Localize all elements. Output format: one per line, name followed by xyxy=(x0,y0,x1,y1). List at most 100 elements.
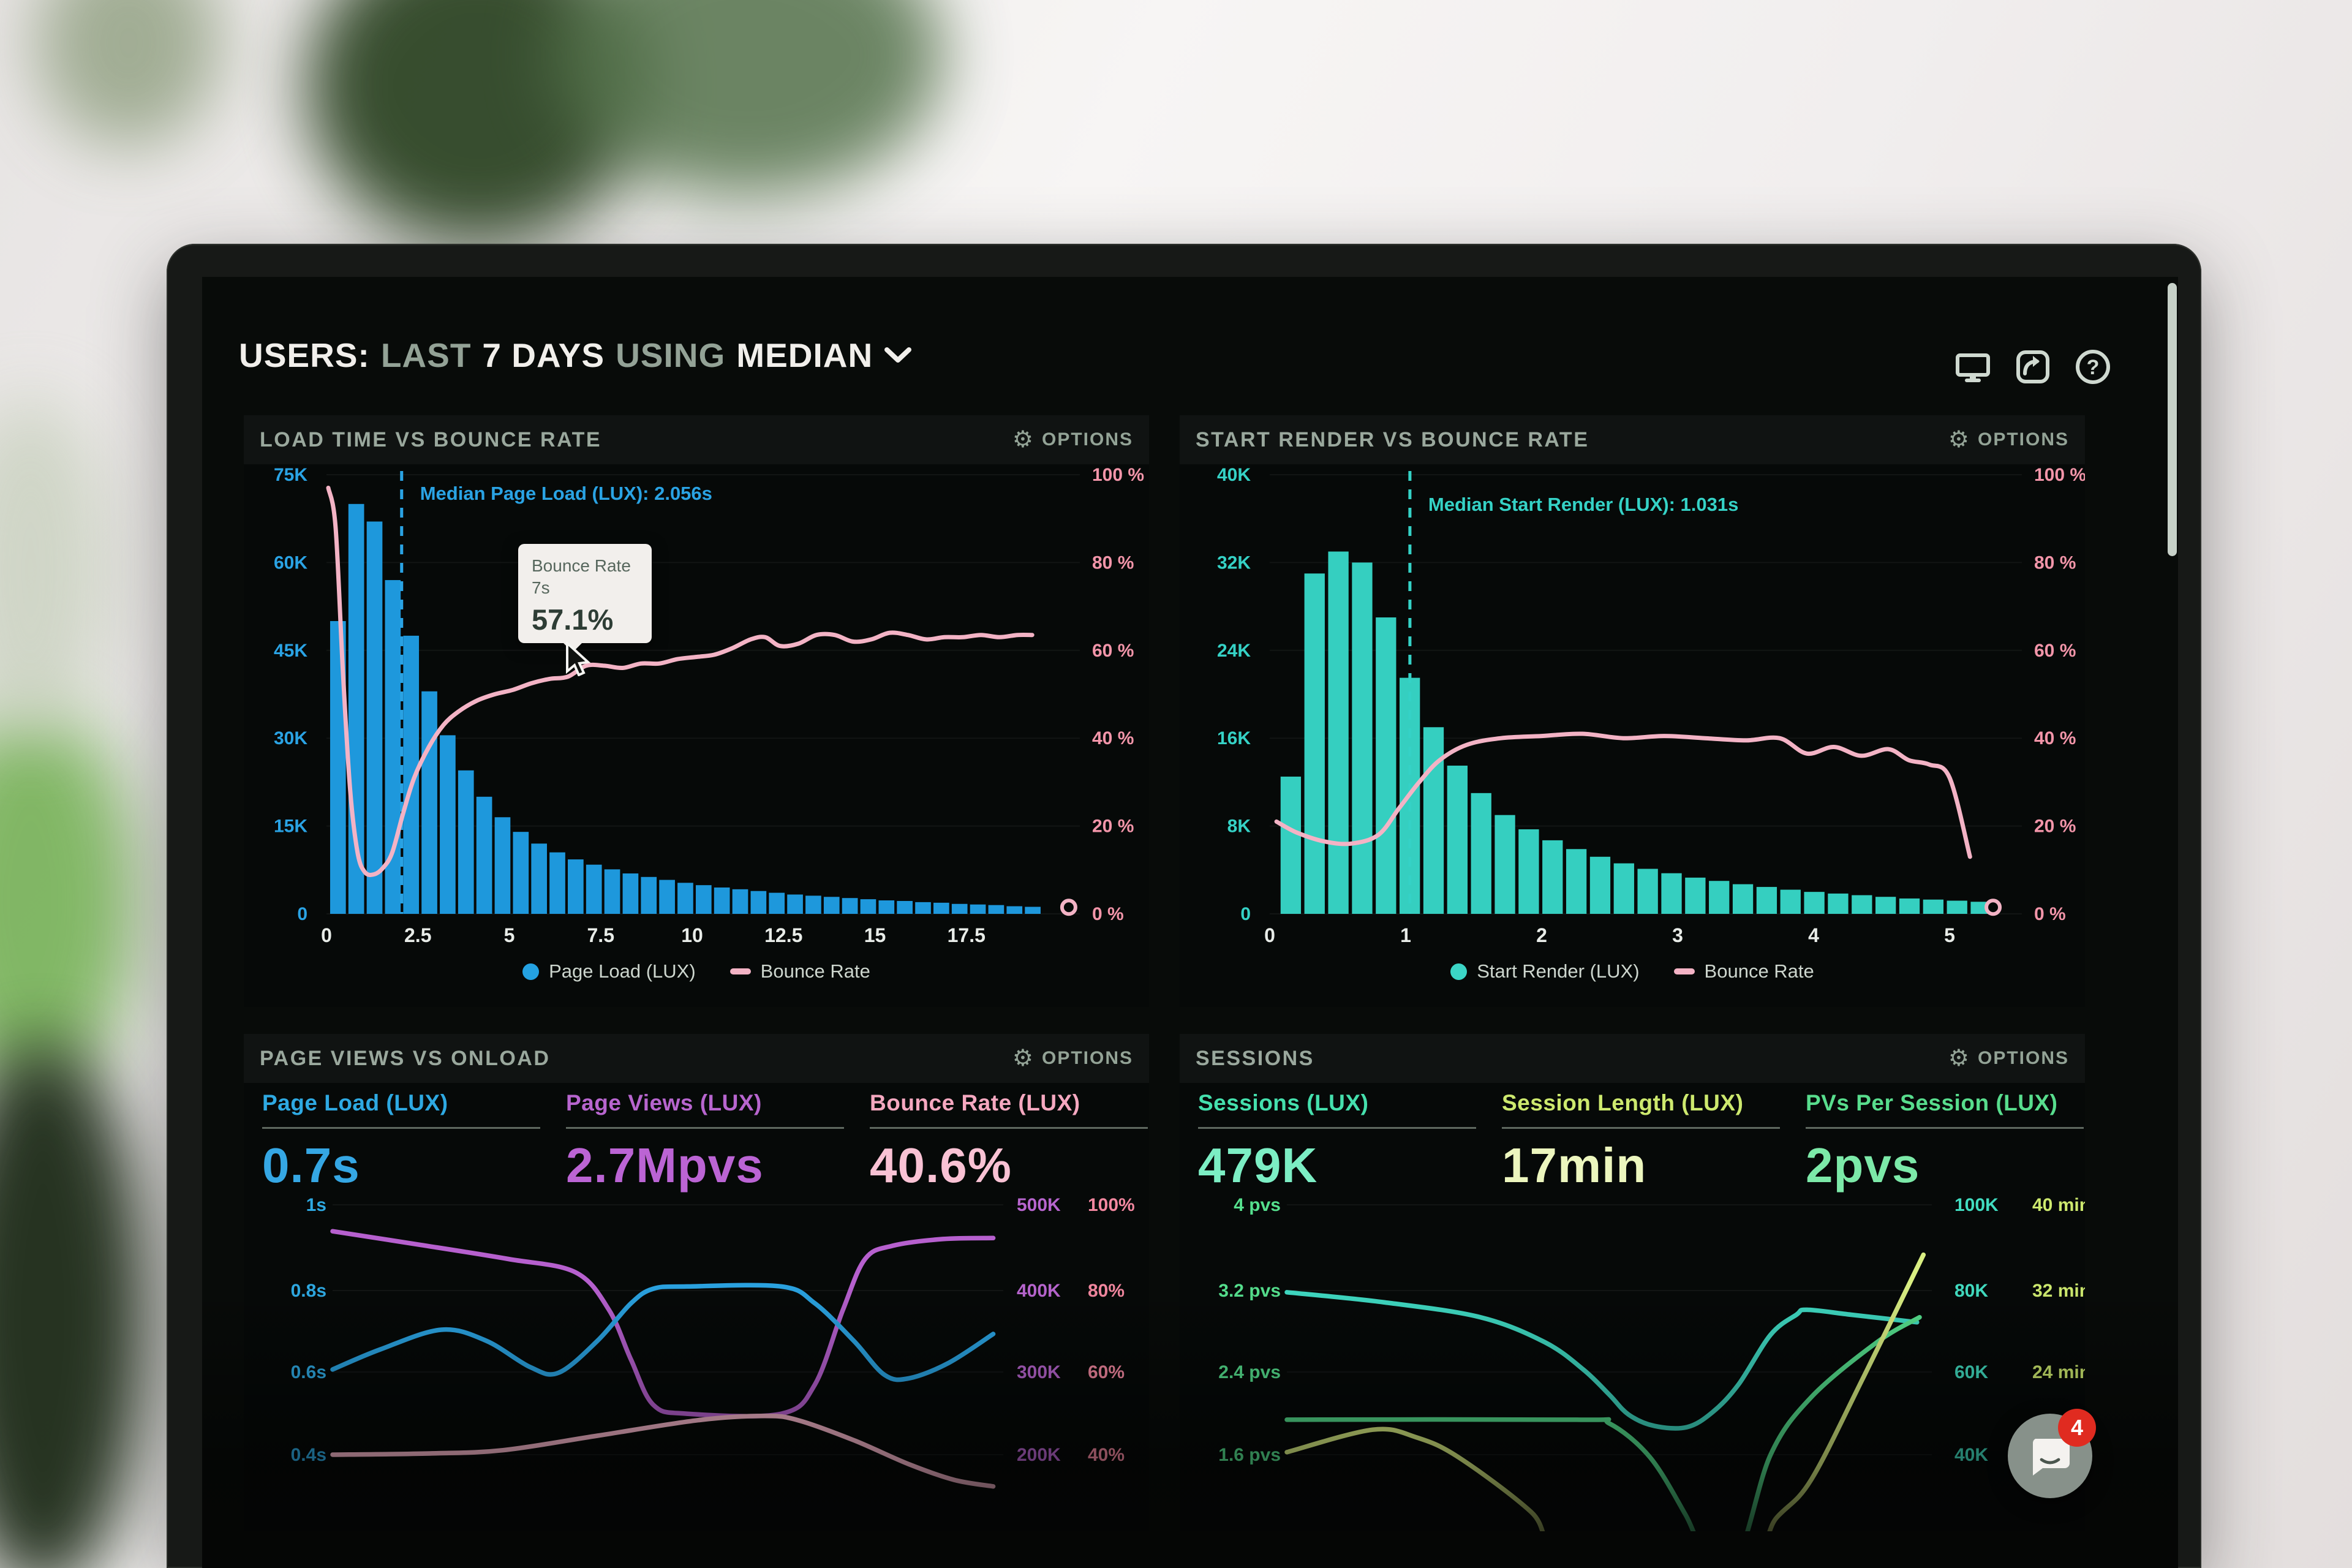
svg-text:60K: 60K xyxy=(1954,1362,1988,1382)
chart-tooltip: Bounce Rate 7s 57.1% xyxy=(518,544,652,652)
svg-text:40 min: 40 min xyxy=(2032,1195,2085,1215)
series-line xyxy=(330,1229,996,1419)
panel-header: PAGE VIEWS VS ONLOAD ⚙ OPTIONS xyxy=(244,1034,1149,1083)
svg-text:500K: 500K xyxy=(1017,1195,1061,1215)
panel-title: PAGE VIEWS VS ONLOAD xyxy=(260,1046,551,1070)
options-button[interactable]: ⚙ OPTIONS xyxy=(1948,428,2069,451)
legend-label: Bounce Rate xyxy=(760,960,870,982)
svg-text:7.5: 7.5 xyxy=(587,924,614,946)
dashboard-screen: USERS: LAST 7 DAYS USING MEDIAN ? LOAD TIME … xyxy=(202,277,2178,1568)
users-period-dropdown[interactable]: USERS: LAST 7 DAYS USING MEDIAN xyxy=(239,336,912,375)
chart-load-time[interactable]: 75K 100 % 60K 80 % 45K 60 % 30K 40 % 15K 20 % 0 0 %… xyxy=(244,464,1149,960)
metric-sessions-2: PVs Per Session (LUX) 2pvs xyxy=(1806,1090,2084,1194)
share-icon[interactable] xyxy=(2015,349,2051,385)
metric-value: 2pvs xyxy=(1806,1138,1920,1193)
metric-sessions-1: Session Length (LUX) 17min xyxy=(1502,1090,1780,1194)
metric-label: Session Length (LUX) xyxy=(1502,1090,1744,1115)
metric-value: 2.7Mpvs xyxy=(566,1138,764,1193)
svg-text:0: 0 xyxy=(297,904,307,924)
svg-text:40%: 40% xyxy=(1088,1445,1125,1465)
svg-text:?: ? xyxy=(2087,356,2100,379)
chart-sessions[interactable]: 4 pvs 100K 40 min 3.2 pvs 80K 32 min 2.4 pvs 60… xyxy=(1180,1193,2085,1531)
legend-label: Page Load (LUX) xyxy=(549,960,696,982)
legend-dot-marker xyxy=(522,963,540,980)
svg-text:40 %: 40 % xyxy=(2034,728,2076,748)
chart-legend: Start Render (LUX) Bounce Rate xyxy=(1180,960,2085,982)
legend-label: Bounce Rate xyxy=(1704,960,1814,982)
svg-text:15: 15 xyxy=(864,924,886,946)
metric-value: 17min xyxy=(1502,1138,1647,1193)
title-part: LAST xyxy=(380,336,472,374)
metric-label: Bounce Rate (LUX) xyxy=(870,1090,1080,1115)
svg-text:16K: 16K xyxy=(1217,728,1251,748)
svg-text:0.8s: 0.8s xyxy=(291,1281,326,1301)
svg-text:2: 2 xyxy=(1536,924,1547,946)
svg-text:100%: 100% xyxy=(1088,1195,1135,1215)
metric-sessions-0: Sessions (LUX) 479K xyxy=(1198,1090,1476,1194)
series-line xyxy=(330,1283,996,1382)
title-part: USING xyxy=(616,336,726,374)
chat-launcher-button[interactable]: 4 xyxy=(2008,1409,2096,1498)
median-label: Median Start Render (LUX): 1.031s xyxy=(1428,494,1738,515)
svg-text:32K: 32K xyxy=(1217,552,1251,573)
svg-text:5: 5 xyxy=(1944,924,1955,946)
legend-item[interactable]: Page Load (LUX) xyxy=(522,960,696,982)
svg-text:40K: 40K xyxy=(1217,465,1251,485)
tooltip-series: Bounce Rate xyxy=(532,556,631,575)
svg-text:45K: 45K xyxy=(274,641,307,661)
svg-text:60K: 60K xyxy=(274,552,307,573)
svg-text:12.5: 12.5 xyxy=(764,924,802,946)
metric-label: Sessions (LUX) xyxy=(1198,1090,1369,1115)
svg-text:40 %: 40 % xyxy=(1092,728,1134,748)
metric-label: Page Load (LUX) xyxy=(262,1090,448,1115)
options-button[interactable]: ⚙ OPTIONS xyxy=(1948,1047,2069,1070)
panel-load-time: LOAD TIME VS BOUNCE RATE ⚙ OPTIONS 75K 100 %… xyxy=(244,415,1149,1007)
svg-text:60%: 60% xyxy=(1088,1362,1125,1382)
panel-header: LOAD TIME VS BOUNCE RATE ⚙ OPTIONS xyxy=(244,415,1149,464)
svg-text:4 pvs: 4 pvs xyxy=(1234,1195,1281,1215)
line-end-marker xyxy=(1060,899,1077,916)
legend-item[interactable]: Bounce Rate xyxy=(1673,960,1814,982)
svg-text:0 %: 0 % xyxy=(2034,904,2066,924)
metric-value: 40.6% xyxy=(870,1138,1012,1193)
panel-sessions: SESSIONS ⚙ OPTIONS Sessions (LUX) 479K Sessio… xyxy=(1180,1034,2085,1531)
svg-text:20 %: 20 % xyxy=(2034,816,2076,837)
svg-text:2.4 pvs: 2.4 pvs xyxy=(1218,1362,1281,1382)
gear-icon: ⚙ xyxy=(1948,1046,1969,1071)
svg-text:80%: 80% xyxy=(1088,1281,1125,1301)
options-button[interactable]: ⚙ OPTIONS xyxy=(1012,428,1133,451)
svg-text:0.4s: 0.4s xyxy=(291,1445,326,1465)
chart-page-views[interactable]: 1s 500K 100% 0.8s 400K 80% 0.6s 300K 60% 0.4s 200K… xyxy=(244,1193,1149,1531)
svg-text:75K: 75K xyxy=(274,465,307,485)
svg-text:1: 1 xyxy=(1400,924,1411,946)
chart-start-render[interactable]: 40K 100 % 32K 80 % 24K 60 % 16K 40 % 8K 20 % 0 0 % 0… xyxy=(1180,464,2085,960)
scrollbar-thumb[interactable] xyxy=(2168,283,2177,556)
gear-icon: ⚙ xyxy=(1012,1046,1033,1071)
metric-underline xyxy=(566,1127,844,1129)
legend-dash-marker xyxy=(729,968,751,974)
svg-text:0 %: 0 % xyxy=(1092,904,1124,924)
options-label: OPTIONS xyxy=(1041,1048,1133,1068)
header-icons: ? xyxy=(1955,349,2111,385)
svg-text:30K: 30K xyxy=(274,728,307,748)
metric-page-views-0: Page Load (LUX) 0.7s xyxy=(262,1090,540,1194)
svg-text:0.6s: 0.6s xyxy=(291,1362,326,1382)
svg-text:100 %: 100 % xyxy=(2034,465,2085,485)
legend-label: Start Render (LUX) xyxy=(1477,960,1640,982)
svg-text:0: 0 xyxy=(321,924,332,946)
panel-start-render: START RENDER VS BOUNCE RATE ⚙ OPTIONS 40K 10… xyxy=(1180,415,2085,1007)
display-icon[interactable] xyxy=(1955,349,1991,385)
options-button[interactable]: ⚙ OPTIONS xyxy=(1012,1047,1133,1070)
svg-text:3.2 pvs: 3.2 pvs xyxy=(1218,1281,1281,1301)
median-label: Median Page Load (LUX): 2.056s xyxy=(420,483,712,504)
svg-text:4: 4 xyxy=(1808,924,1819,946)
gear-icon: ⚙ xyxy=(1948,427,1969,453)
line-end-marker xyxy=(1985,899,2002,916)
svg-text:20 %: 20 % xyxy=(1092,816,1134,837)
legend-item[interactable]: Start Render (LUX) xyxy=(1450,960,1640,982)
help-icon[interactable]: ? xyxy=(2075,349,2111,385)
chart-legend: Page Load (LUX) Bounce Rate xyxy=(244,960,1149,982)
legend-item[interactable]: Bounce Rate xyxy=(729,960,870,982)
notification-badge: 4 xyxy=(2058,1409,2096,1447)
svg-text:15K: 15K xyxy=(274,816,307,837)
